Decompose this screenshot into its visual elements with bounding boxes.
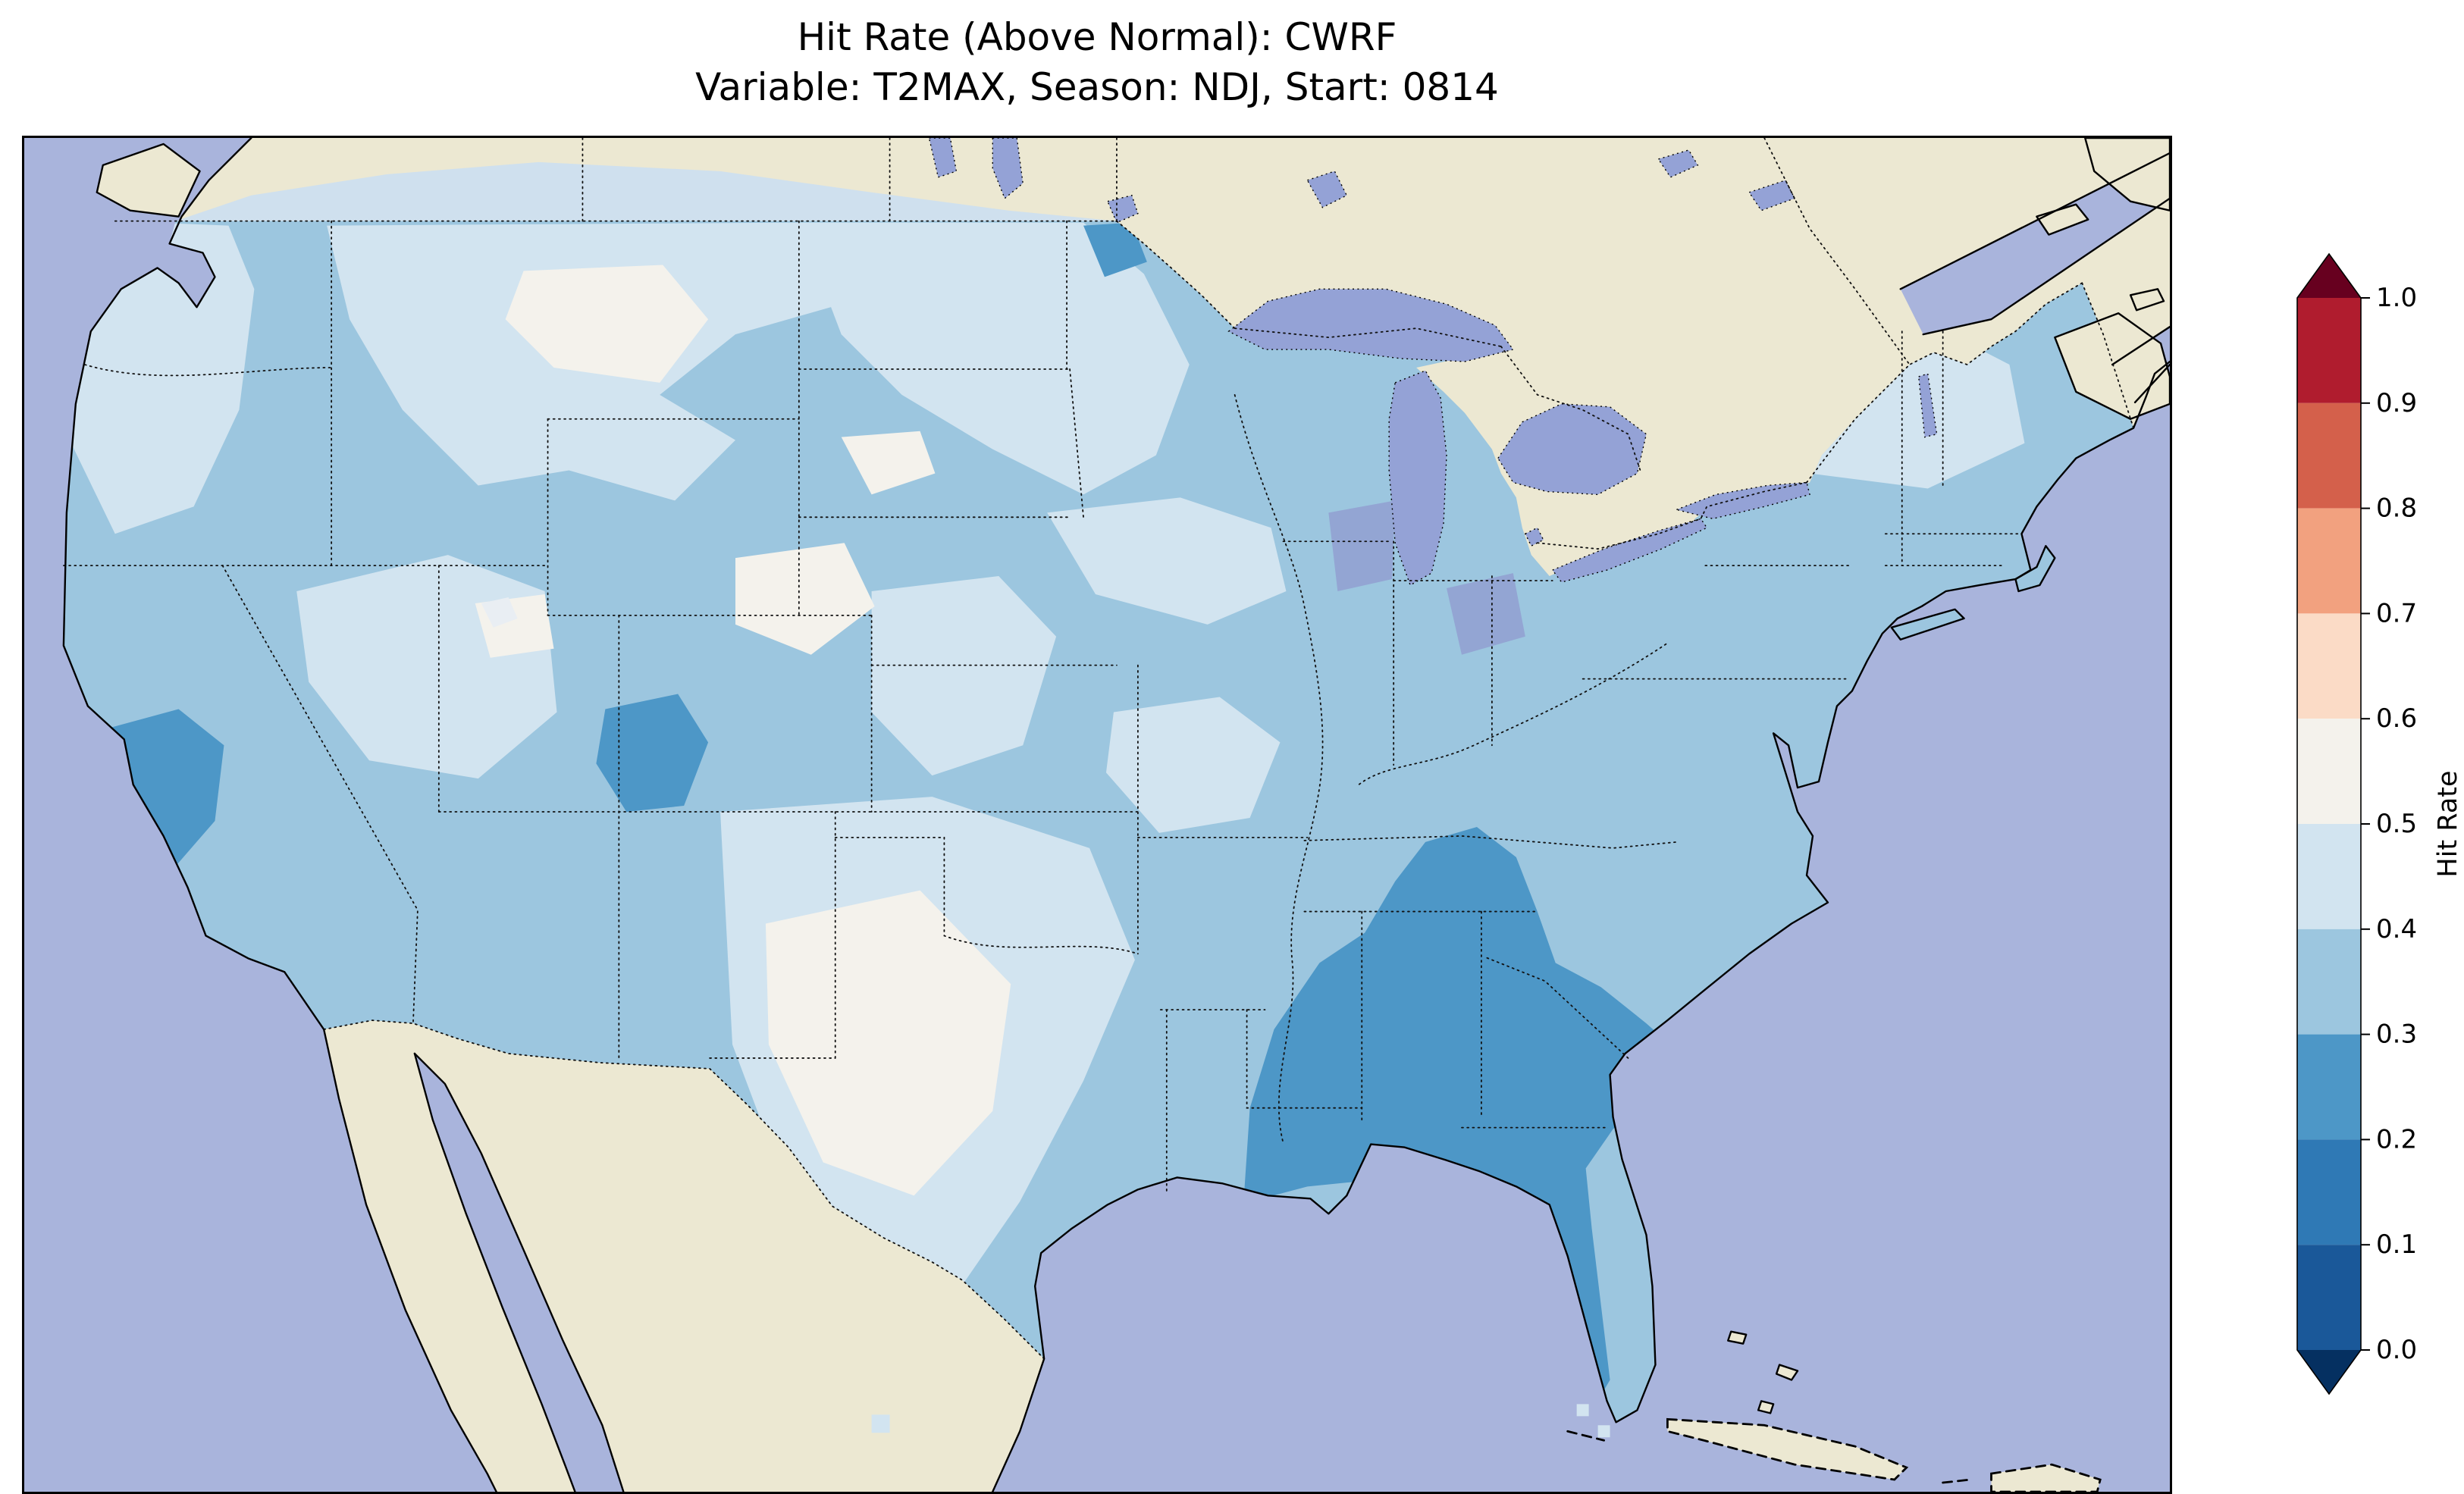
canada-lakes (928, 138, 1938, 438)
prince-edward-island (2129, 288, 2165, 312)
colorbar-band (2297, 613, 2361, 719)
colorbar-tick-label: 0.1 (2376, 1229, 2417, 1260)
colorbar-tick-label: 0.0 (2376, 1335, 2417, 1365)
map-axes (22, 136, 2172, 1494)
colorbar-tick-label: 0.9 (2376, 388, 2417, 418)
colorbar: 1.0 0.9 0.8 0.7 0.6 0.5 0.4 0.3 0.2 0.1 … (2284, 252, 2464, 1397)
colorbar-band (2297, 929, 2361, 1035)
model-domain-extension-canada (175, 161, 1117, 221)
colorbar-tick-label: 0.8 (2376, 493, 2417, 524)
colorbar-band (2297, 508, 2361, 614)
colorbar-band (2297, 402, 2361, 509)
colorbar-canvas: 1.0 0.9 0.8 0.7 0.6 0.5 0.4 0.3 0.2 0.1 … (2296, 252, 2463, 1395)
colorbar-tick-label: 1.0 (2376, 283, 2417, 313)
stray-grid-cell (871, 1414, 890, 1433)
colorbar-band (2297, 824, 2361, 929)
islands (96, 138, 2170, 1492)
colorbar-band (2297, 298, 2361, 403)
figure-subtitle: Variable: T2MAX, Season: NDJ, Start: 081… (695, 65, 1499, 109)
figure-title-block: Hit Rate (Above Normal): CWRF Variable: … (22, 12, 2172, 112)
colorbar-tick-label: 0.6 (2376, 703, 2417, 734)
colorbar-axis-label: Hit Rate (2433, 770, 2463, 877)
bahamas-island (1757, 1400, 1775, 1414)
colorbar-band (2297, 1139, 2361, 1245)
state-borders (62, 220, 2020, 1194)
colorbar-tick-label: 0.2 (2376, 1124, 2417, 1154)
colorbar-over-arrow (2297, 254, 2361, 298)
colorbar-tick-label: 0.5 (2376, 809, 2417, 839)
map-canvas (24, 138, 2170, 1492)
stray-grid-cell (1597, 1425, 1610, 1438)
colorbar-band (2297, 719, 2361, 824)
cuba (1666, 1417, 1909, 1481)
florida-keys (1566, 1430, 1605, 1442)
colorbar-tick-label: 0.3 (2376, 1019, 2417, 1050)
colorbar-band (2297, 1034, 2361, 1140)
national-borders (323, 138, 2134, 1360)
jamaica-coast (1942, 1478, 1971, 1484)
nova-scotia (2054, 312, 2170, 420)
colorbar-tick-label: 0.4 (2376, 914, 2417, 944)
long-island (1890, 608, 1965, 641)
figure-title: Hit Rate (Above Normal): CWRF (797, 15, 1397, 59)
anticosti-island (2036, 203, 2089, 236)
bahamas-island (1727, 1330, 1748, 1345)
cape-cod (2014, 544, 2056, 593)
hispaniola (1990, 1463, 2102, 1492)
great-lakes (1227, 288, 1810, 587)
colorbar-under-arrow (2297, 1350, 2361, 1394)
bahamas-island (1775, 1364, 1799, 1381)
vancouver-island (96, 143, 201, 218)
coastlines (62, 138, 2170, 1492)
colorbar-tick-label: 0.7 (2376, 598, 2417, 628)
colorbar-band (2297, 1245, 2361, 1350)
stray-grid-cell (1576, 1404, 1589, 1417)
